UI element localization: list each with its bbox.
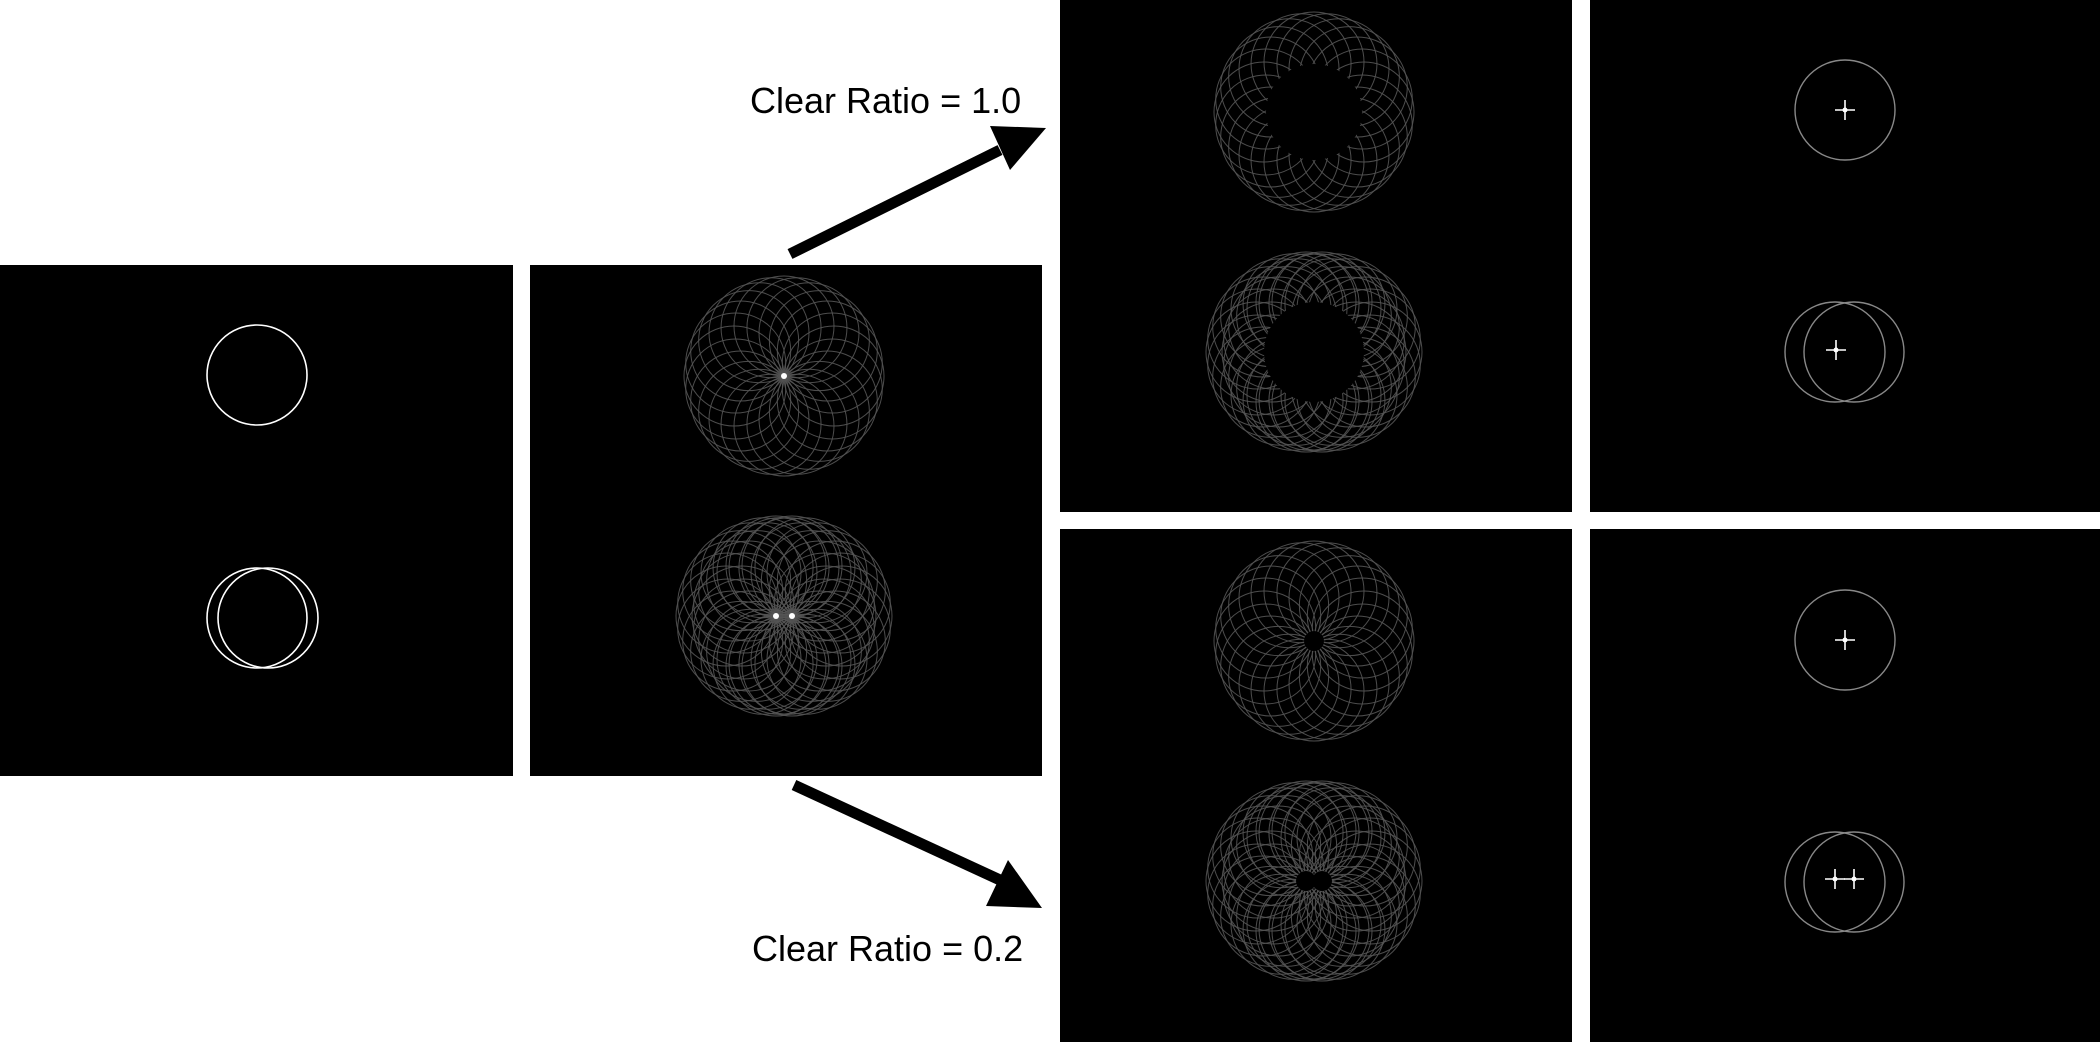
accum-peak-bottom-left	[773, 613, 779, 619]
det2-circle-bottom-left	[1784, 831, 1886, 933]
clear2-top-ring-22	[1306, 565, 1408, 667]
clear2-top-ring-21	[1298, 555, 1400, 657]
accumulator-panel	[530, 265, 1042, 776]
accum-bottom-ring-a-21	[760, 530, 862, 632]
clear1-hole-top	[1266, 64, 1362, 160]
arrow-up	[787, 126, 1046, 259]
clear2-top-ring-19	[1276, 542, 1378, 644]
arrow-down	[791, 780, 1042, 908]
cleared-accumulator-ratio-1-panel	[1060, 0, 1572, 512]
accum-bottom-ring-a-23	[773, 552, 875, 654]
det2-circle-top	[1794, 589, 1896, 691]
accum-bottom-ring-b-20	[766, 522, 868, 624]
det2-circle-bottom-right	[1803, 831, 1905, 933]
clear2-top-ring-23	[1311, 577, 1413, 679]
accum-bottom-ring-b-21	[776, 530, 878, 632]
cleared-accumulator-ratio-1-figure	[1205, 11, 1423, 453]
clear1-hole-bottom	[1264, 302, 1364, 402]
label-clear-ratio-1: Clear Ratio = 1.0	[750, 80, 1022, 121]
accum-top-ring-22	[776, 300, 878, 402]
det1-circle-top	[1794, 59, 1896, 161]
input-circle-top	[206, 324, 308, 426]
detected-circles-ratio-1-panel	[1590, 0, 2100, 512]
detected-circles-ratio-1-figure	[1784, 59, 1905, 403]
label-clear-ratio-0-2: Clear Ratio = 0.2	[752, 928, 1024, 969]
accum-bottom-ring-a-22	[768, 540, 870, 642]
detected-circles-ratio-0-2-panel	[1590, 529, 2100, 1042]
accum-top-ring-21	[768, 290, 870, 392]
clear2-bottom-ring-b-21	[1306, 795, 1408, 897]
clear2-bottom-ring-b-22	[1314, 805, 1416, 907]
det2-marker-top-center	[1842, 637, 1848, 643]
accum-bottom-ring-b-22	[784, 540, 886, 642]
accum-top-ring-19	[746, 277, 848, 379]
accum-top-ring-23	[781, 312, 883, 414]
det1-circle-bottom-right	[1803, 301, 1905, 403]
accum-bottom-ring-b-23	[789, 552, 891, 654]
clear2-bottom-ring-a-23	[1303, 817, 1405, 919]
clear2-hole-bottom-right	[1312, 871, 1332, 891]
clear2-bottom-ring-a-22	[1298, 805, 1400, 907]
input-circle-right	[217, 567, 319, 669]
input-image-panel	[0, 265, 513, 776]
det1-marker-top-center	[1842, 107, 1848, 113]
detected-circles-ratio-0-2-figure	[1784, 589, 1905, 933]
accum-top-ring-20	[758, 282, 860, 384]
input-circles-figure	[206, 324, 319, 669]
accum-bottom-ring-b-19	[754, 517, 856, 619]
clear2-bottom-ring-b-23	[1319, 817, 1421, 919]
cleared-accumulator-ratio-0-2-figure	[1205, 540, 1423, 982]
accum-peak-bottom-right	[789, 613, 795, 619]
clear2-bottom-ring-a-21	[1290, 795, 1392, 897]
det2-marker-bottom-right-center	[1851, 876, 1857, 882]
clear2-bottom-ring-b-19	[1284, 782, 1386, 884]
clear2-top-ring-20	[1288, 547, 1390, 649]
clear2-bottom-ring-b-20	[1296, 787, 1398, 889]
accum-peak-top	[781, 373, 787, 379]
det1-circle-bottom-left	[1784, 301, 1886, 403]
cleared-accumulator-ratio-0-2-panel	[1060, 529, 1572, 1042]
clear2-hole-bottom-left	[1296, 871, 1316, 891]
accumulator-figure	[675, 275, 893, 717]
clear2-hole-top	[1304, 631, 1324, 651]
det2-marker-bottom-left-center	[1832, 876, 1838, 882]
input-circle-left	[206, 567, 308, 669]
det1-marker-bottom-center	[1833, 347, 1839, 353]
